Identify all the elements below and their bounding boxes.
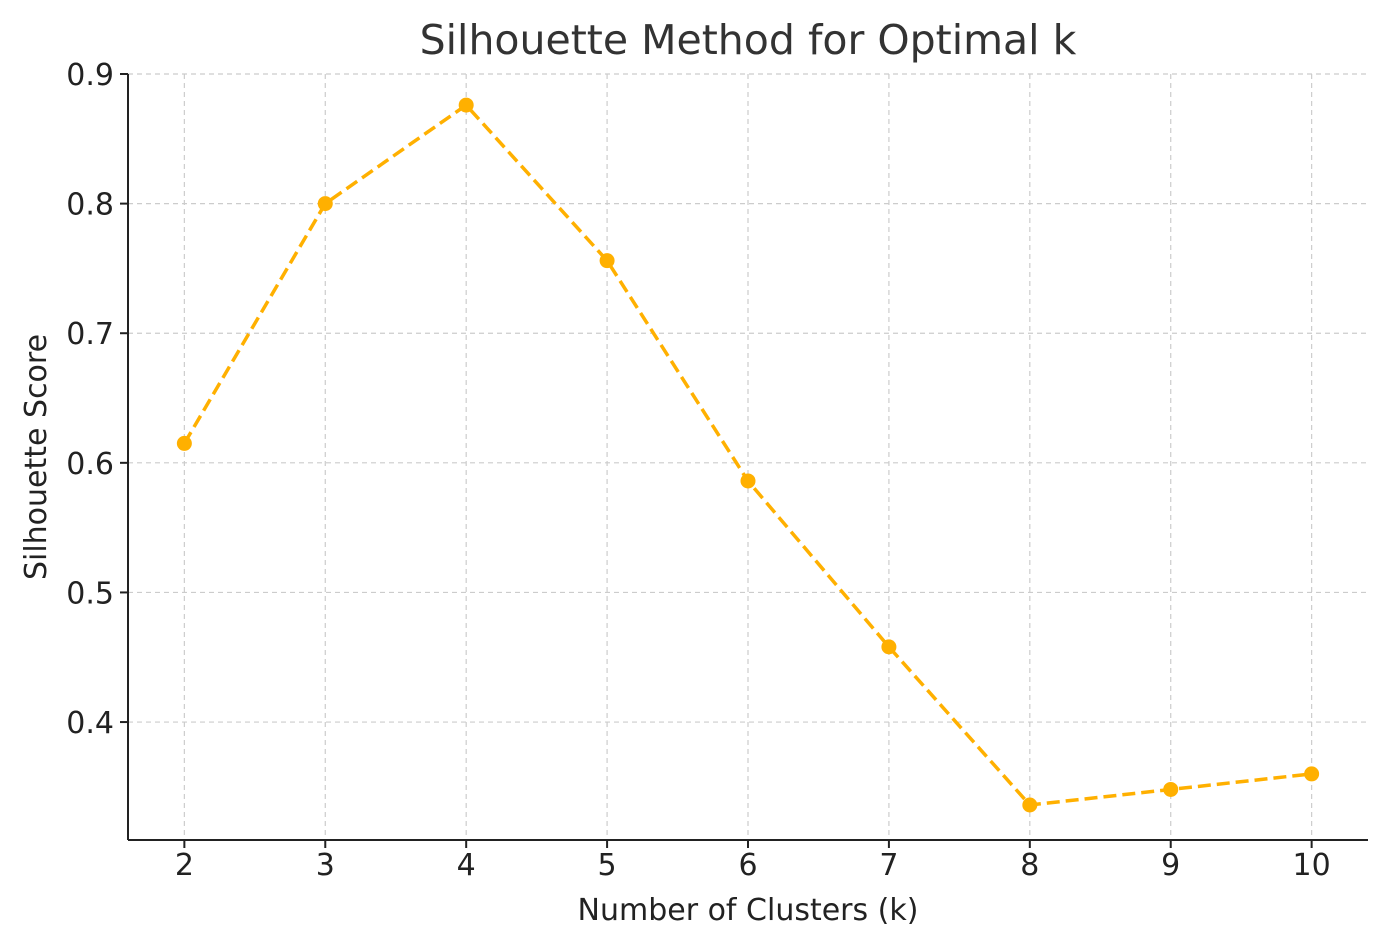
x-tick-label: 2 — [175, 848, 194, 883]
data-point — [458, 97, 474, 113]
x-tick-label: 3 — [316, 848, 335, 883]
y-tick-label: 0.9 — [66, 58, 114, 93]
series-layer — [176, 97, 1320, 813]
data-point — [599, 253, 615, 269]
data-point — [740, 473, 756, 489]
y-axis-label: Silhouette Score — [19, 334, 54, 580]
data-point — [1304, 766, 1320, 782]
data-point — [1163, 781, 1179, 797]
y-tick-label: 0.5 — [66, 576, 114, 611]
y-tick-label: 0.7 — [66, 317, 114, 352]
grid-layer — [128, 73, 1368, 840]
x-tick-label: 6 — [738, 848, 757, 883]
x-tick-label: 7 — [879, 848, 898, 883]
data-point — [1022, 797, 1038, 813]
chart-title: Silhouette Method for Optimal k — [420, 16, 1077, 64]
y-tick-label: 0.6 — [66, 447, 114, 482]
x-tick-label: 4 — [457, 848, 476, 883]
x-tick-label: 10 — [1293, 848, 1331, 883]
y-tick-label: 0.4 — [66, 706, 114, 741]
data-point — [317, 196, 333, 212]
x-tick-label: 8 — [1020, 848, 1039, 883]
y-tick-label: 0.8 — [66, 188, 114, 223]
ticks-layer: 2 3 4 5 6 7 8 9 10 0.4 0.5 0.6 0.7 0.8 0.9 — [66, 58, 1330, 883]
x-axis-label: Number of Clusters (k) — [578, 893, 919, 928]
data-point — [881, 639, 897, 655]
x-tick-label: 9 — [1161, 848, 1180, 883]
x-tick-label: 5 — [598, 848, 617, 883]
data-point — [176, 435, 192, 451]
